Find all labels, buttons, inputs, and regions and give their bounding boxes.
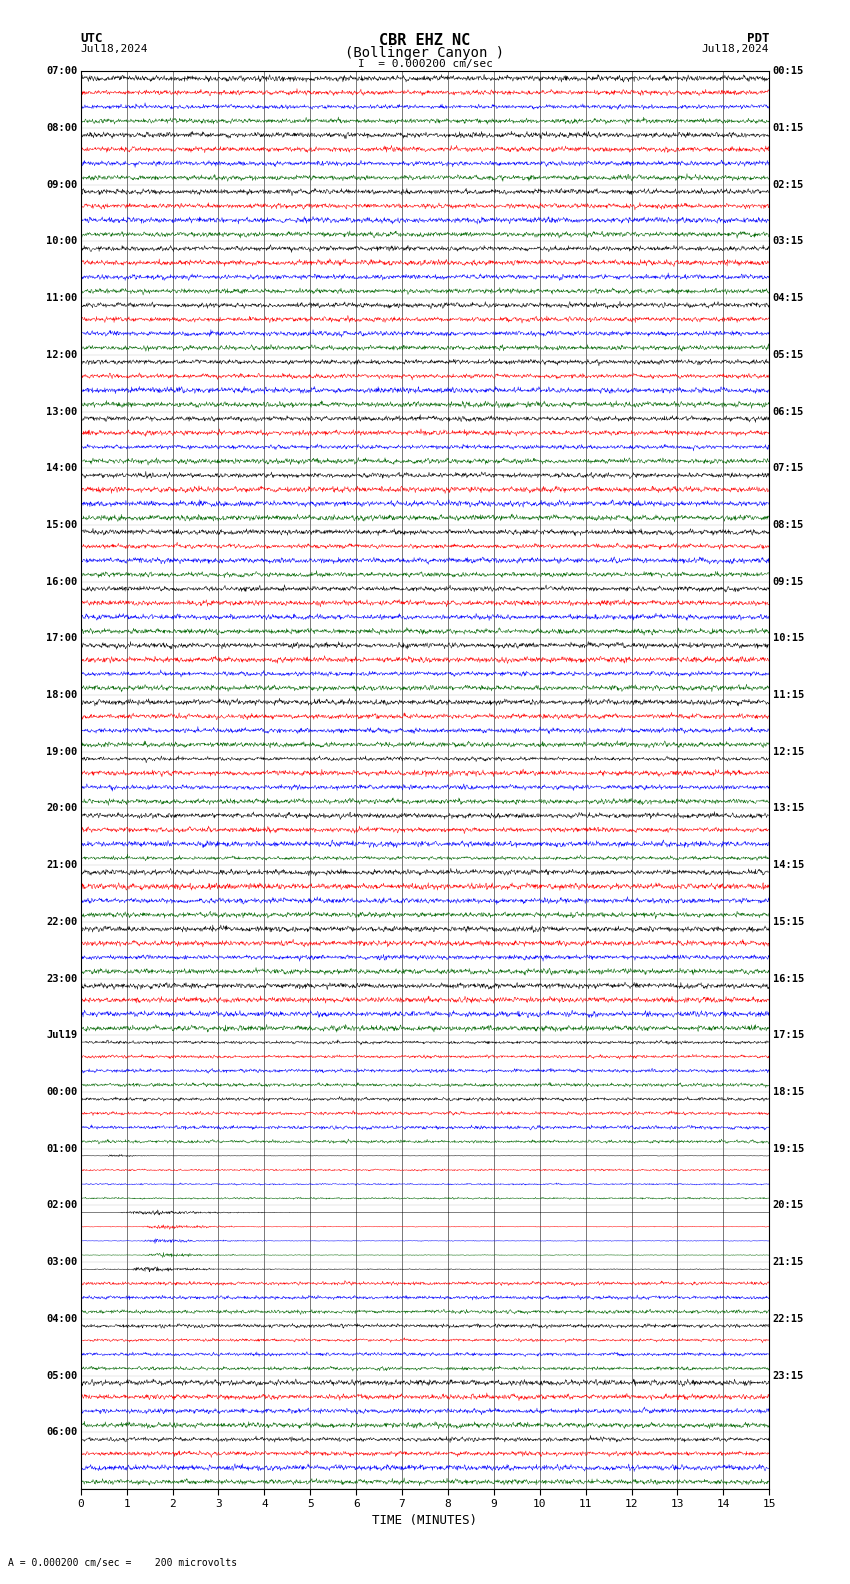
- Text: 19:15: 19:15: [773, 1144, 804, 1153]
- Text: 14:00: 14:00: [46, 463, 77, 474]
- Text: 17:00: 17:00: [46, 634, 77, 643]
- Text: 22:15: 22:15: [773, 1313, 804, 1324]
- Text: 21:00: 21:00: [46, 860, 77, 870]
- Text: 21:15: 21:15: [773, 1258, 804, 1267]
- Text: 00:15: 00:15: [773, 67, 804, 76]
- Text: 11:15: 11:15: [773, 691, 804, 700]
- Text: 01:15: 01:15: [773, 124, 804, 133]
- Text: 19:00: 19:00: [46, 746, 77, 757]
- Text: CBR EHZ NC: CBR EHZ NC: [379, 33, 471, 48]
- Text: Jul18,2024: Jul18,2024: [81, 44, 148, 54]
- Text: 07:15: 07:15: [773, 463, 804, 474]
- Text: 02:00: 02:00: [46, 1201, 77, 1210]
- Text: 02:15: 02:15: [773, 179, 804, 190]
- Text: 12:00: 12:00: [46, 350, 77, 360]
- X-axis label: TIME (MINUTES): TIME (MINUTES): [372, 1514, 478, 1527]
- Text: UTC: UTC: [81, 32, 103, 44]
- Text: 00:00: 00:00: [46, 1087, 77, 1098]
- Text: Jul19: Jul19: [46, 1030, 77, 1041]
- Text: 04:00: 04:00: [46, 1313, 77, 1324]
- Text: 05:00: 05:00: [46, 1370, 77, 1381]
- Text: 18:15: 18:15: [773, 1087, 804, 1098]
- Text: 17:15: 17:15: [773, 1030, 804, 1041]
- Text: 03:15: 03:15: [773, 236, 804, 247]
- Text: A = 0.000200 cm/sec =    200 microvolts: A = 0.000200 cm/sec = 200 microvolts: [8, 1559, 238, 1568]
- Text: 10:15: 10:15: [773, 634, 804, 643]
- Text: 09:15: 09:15: [773, 577, 804, 586]
- Text: 05:15: 05:15: [773, 350, 804, 360]
- Text: (Bollinger Canyon ): (Bollinger Canyon ): [345, 46, 505, 60]
- Text: 14:15: 14:15: [773, 860, 804, 870]
- Text: 23:00: 23:00: [46, 974, 77, 984]
- Text: 23:15: 23:15: [773, 1370, 804, 1381]
- Text: 13:00: 13:00: [46, 407, 77, 417]
- Text: 13:15: 13:15: [773, 803, 804, 814]
- Text: Jul18,2024: Jul18,2024: [702, 44, 769, 54]
- Text: 08:15: 08:15: [773, 520, 804, 531]
- Text: 16:00: 16:00: [46, 577, 77, 586]
- Text: I  = 0.000200 cm/sec: I = 0.000200 cm/sec: [358, 59, 492, 68]
- Text: 08:00: 08:00: [46, 124, 77, 133]
- Text: 22:00: 22:00: [46, 917, 77, 927]
- Text: PDT: PDT: [747, 32, 769, 44]
- Text: 03:00: 03:00: [46, 1258, 77, 1267]
- Text: 12:15: 12:15: [773, 746, 804, 757]
- Text: 09:00: 09:00: [46, 179, 77, 190]
- Text: 15:00: 15:00: [46, 520, 77, 531]
- Text: 16:15: 16:15: [773, 974, 804, 984]
- Text: 20:15: 20:15: [773, 1201, 804, 1210]
- Text: 04:15: 04:15: [773, 293, 804, 303]
- Text: 11:00: 11:00: [46, 293, 77, 303]
- Text: 07:00: 07:00: [46, 67, 77, 76]
- Text: 06:00: 06:00: [46, 1427, 77, 1437]
- Text: 20:00: 20:00: [46, 803, 77, 814]
- Text: 15:15: 15:15: [773, 917, 804, 927]
- Text: 10:00: 10:00: [46, 236, 77, 247]
- Text: 18:00: 18:00: [46, 691, 77, 700]
- Text: 01:00: 01:00: [46, 1144, 77, 1153]
- Text: 06:15: 06:15: [773, 407, 804, 417]
